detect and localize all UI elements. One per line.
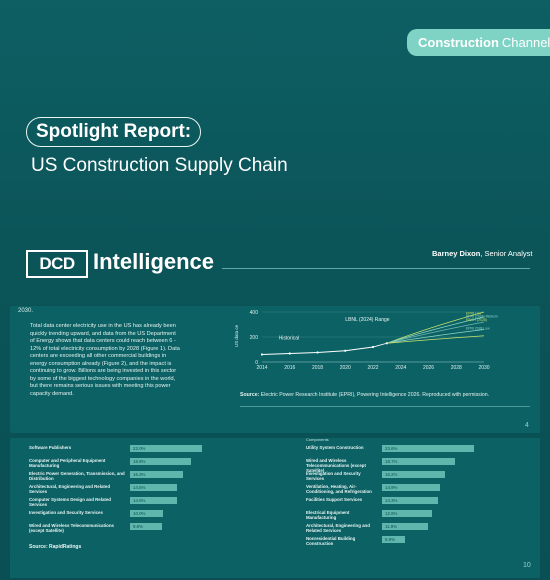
cut-off-label: Components [306, 437, 329, 442]
channel-badge[interactable]: Construction Channel [407, 29, 550, 56]
historical-point [385, 342, 388, 345]
bar-label: Electric Power Generation, Transmission,… [29, 471, 125, 482]
bar: 5.9% [382, 536, 406, 543]
x-tick-label: 2020 [340, 365, 351, 371]
bar: 14.9% [382, 484, 441, 491]
chart-source: Source: Electric Power Research Institut… [240, 392, 489, 398]
bar-label: Investigation and Security Services [29, 510, 103, 515]
report-title: US Construction Supply Chain [31, 155, 288, 176]
bar-label: Computer and Peripheral Equipment Manufa… [29, 458, 106, 469]
bar-label: Nonresidential Building Construction [306, 536, 356, 547]
channel-name-rest: Channel [501, 35, 550, 50]
year-label: 2030. [18, 308, 34, 314]
x-tick-label: 2028 [451, 365, 462, 371]
bar-label: Computer Systems Design and Related Serv… [29, 497, 111, 508]
bar-label: Facilities Support Services [306, 497, 363, 502]
author-credit: Barney Dixon, Senior Analyst [432, 249, 532, 258]
bar-label: Ventilation, Heating, Air-Conditioning, … [306, 484, 372, 495]
bar-label: Architectural, Engineering and Related S… [29, 484, 110, 495]
bar-label: Software Publishers [29, 445, 72, 450]
range-line [386, 321, 485, 344]
x-tick-label: 2014 [256, 365, 267, 371]
historical-point [344, 349, 347, 352]
x-tick-label: 2022 [367, 365, 378, 371]
bar: 11.8% [382, 523, 429, 530]
bar: 16.3% [130, 471, 183, 478]
page-preview-4: 2030. Total data center electricity use … [10, 306, 540, 433]
divider-line [222, 268, 530, 269]
bar-label: Electrical Equipment Manufacturing [306, 510, 350, 521]
historical-annotation: Historical [279, 336, 300, 342]
bar-label: Architectural, Engineering and Related S… [306, 523, 370, 534]
legend-entry: EPRI 2028 Low [466, 327, 490, 331]
bar-label: Investigation and Security Services [306, 471, 361, 482]
bar: 12.8% [382, 510, 433, 517]
body-paragraph: Total data center electricity use in the… [30, 323, 180, 397]
historical-line [261, 342, 387, 355]
historical-point [316, 351, 319, 354]
bar: 10.0% [130, 510, 163, 517]
spotlight-badge: Spotlight Report: [26, 117, 202, 147]
bar: 23.6% [382, 445, 475, 452]
page-preview-10: Components Software Publishers 22.0% Compu… [10, 437, 540, 578]
author-name: Barney Dixon [432, 249, 481, 258]
channel-name-bold: Construction [418, 35, 499, 50]
bar: 16.2% [382, 471, 446, 478]
x-tick-label: 2026 [423, 365, 434, 371]
y-tick-label: 0 [255, 360, 258, 366]
author-role: , Senior Analyst [480, 249, 533, 258]
epri-medium-line [386, 316, 485, 344]
energy-chart: 0 200 400 2014 2016 2018 2020 2022 2024 2026 2028 2… [234, 310, 498, 371]
dcd-logo: DCD [26, 250, 88, 278]
page-number: 4 [525, 422, 529, 429]
x-tick-label: 2018 [312, 365, 323, 371]
legend-entry: EBIOT (2028) [466, 318, 487, 322]
bar: 14.5% [130, 484, 178, 491]
bar: 18.8% [130, 458, 192, 465]
page-number: 10 [523, 562, 531, 569]
bar: 18.7% [382, 458, 456, 465]
intelligence-wordmark: Intelligence [93, 249, 215, 274]
x-tick-label: 2024 [395, 365, 406, 371]
bar-label: Wired and Wireless Telecommunications (e… [29, 523, 114, 534]
bar: 14.5% [130, 497, 178, 504]
x-tick-label: 2030 [478, 365, 489, 371]
historical-point [260, 353, 264, 356]
epri-2028-low-line [386, 335, 485, 344]
range-annotation: LBNL (2024) Range [345, 317, 390, 323]
y-axis-label: US data ce [234, 324, 239, 347]
legend-entry: EPRI Low [466, 312, 482, 316]
x-tick-label: 2016 [284, 365, 295, 371]
y-tick-label: 200 [250, 335, 259, 341]
y-tick-label: 400 [250, 310, 259, 316]
range-line [386, 329, 485, 344]
bar: 22.0% [130, 445, 202, 452]
bar: 9.8% [130, 523, 162, 530]
source-label: Source: [240, 392, 260, 398]
epri-low-line [386, 311, 485, 344]
source-text: Electric Power Research Institute (EPRI)… [259, 392, 490, 398]
historical-point [371, 345, 375, 349]
bar-label: Wired and Wireless Telecommunications (e… [306, 458, 366, 474]
bar-label: Utility System Construction [306, 445, 364, 450]
ratings-source: Source: RapidRatings [29, 544, 82, 550]
legend-entry: EPRI (2024) Medium [466, 315, 498, 319]
bar: 14.3% [382, 497, 438, 504]
historical-point [288, 352, 291, 355]
panel-rule [240, 406, 530, 407]
